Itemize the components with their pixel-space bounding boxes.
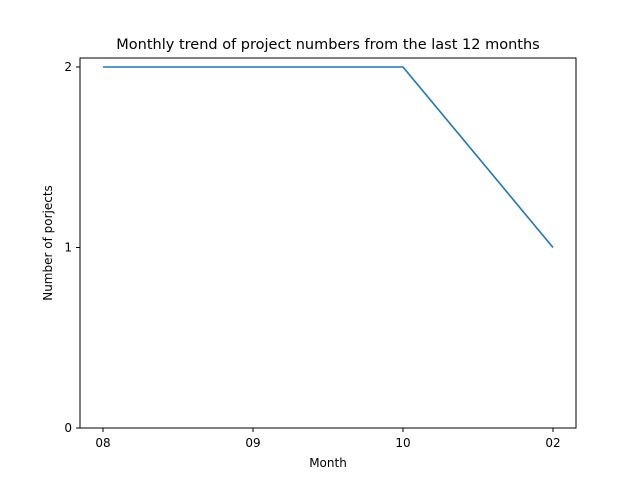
x-tick-label: 10 bbox=[395, 436, 410, 450]
x-axis: 08 09 10 02 bbox=[95, 428, 561, 450]
series-line bbox=[103, 66, 554, 249]
plot-area bbox=[79, 57, 577, 429]
x-tick-label: 09 bbox=[245, 436, 260, 450]
y-tick-label: 1 bbox=[64, 241, 72, 255]
chart-title: Monthly trend of project numbers from th… bbox=[116, 37, 539, 53]
x-axis-label: Month bbox=[309, 456, 347, 470]
y-tick-label: 2 bbox=[64, 60, 72, 74]
y-tick-label: 0 bbox=[64, 421, 72, 435]
y-axis-label: Number of porjects bbox=[41, 185, 55, 301]
series-layer bbox=[103, 66, 554, 249]
y-axis: 0 1 2 bbox=[64, 60, 80, 435]
x-tick-label: 02 bbox=[545, 436, 560, 450]
x-tick-label: 08 bbox=[95, 436, 110, 450]
